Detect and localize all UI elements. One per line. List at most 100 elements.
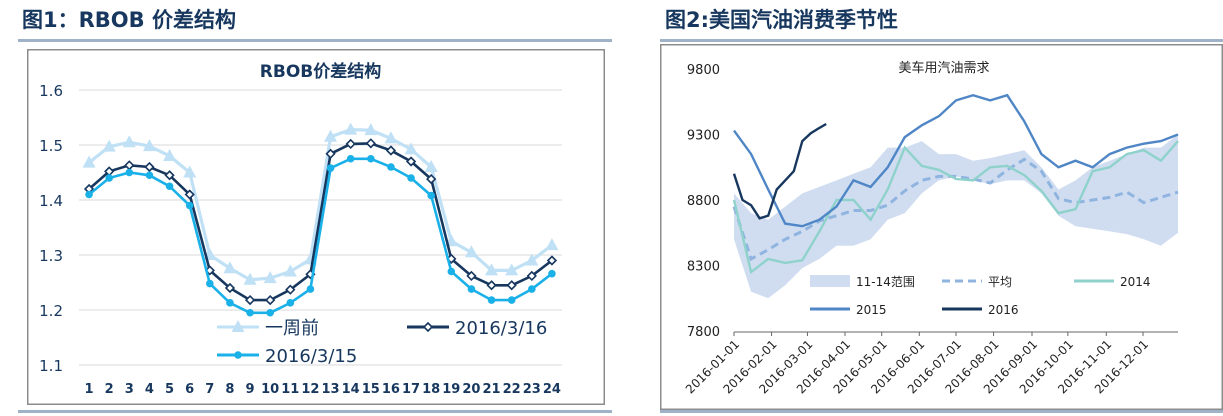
- chart1-point: [283, 264, 297, 277]
- chart1-x-tick-label: 21: [483, 382, 501, 397]
- chart1-point: [226, 299, 234, 307]
- chart1-point: [243, 272, 257, 285]
- chart1-x-tick-label: 11: [281, 382, 299, 397]
- chart1-series-1: [82, 122, 559, 285]
- chart1-point: [464, 245, 478, 258]
- chart1-point: [125, 168, 134, 177]
- figure2-caption: 图2:美国汽油消费季节性: [665, 8, 899, 32]
- chart1-point: [545, 238, 559, 251]
- chart2-legend-item: 2016: [942, 303, 1019, 317]
- chart1-x-tick-label: 9: [246, 382, 255, 397]
- chart1-point: [528, 285, 536, 293]
- chart1-y-tick-label: 1.5: [39, 137, 63, 155]
- chart1-point: [184, 189, 195, 200]
- chart1-point: [231, 320, 245, 332]
- chart1-point: [185, 201, 194, 210]
- figure1-panel: 图1：RBOB 价差结构 RBOB价差结构 1.1 1.2 1.3 1.4 1.5 1.6 1…: [18, 8, 612, 413]
- chart1-point: [263, 271, 277, 284]
- chart1-point: [426, 173, 437, 185]
- chart1-point: [265, 294, 276, 306]
- chart1-point: [344, 122, 358, 135]
- chart1-point: [234, 351, 242, 359]
- chart1-title: RBOB价差结构: [260, 61, 381, 82]
- chart2-legend-label: 2015: [856, 303, 887, 317]
- chart1-point: [206, 279, 214, 288]
- chart1-x-tick-label: 24: [543, 382, 561, 397]
- chart1-point: [507, 296, 516, 304]
- chart1-x-tick-label: 12: [301, 382, 319, 397]
- chart2-legend-item: 11-14范围: [810, 275, 915, 289]
- chart1-y-tick-label: 1.3: [39, 247, 63, 265]
- chart1-point: [485, 263, 499, 276]
- chart1-y-tick-label: 1.2: [39, 302, 63, 320]
- chart2-series-line-2015: [733, 93, 1179, 228]
- chart2-legend-label: 2014: [1120, 275, 1151, 289]
- figure1-top-rule: [18, 39, 612, 42]
- chart2-legend-label: 平均: [988, 275, 1012, 289]
- chart1-point: [367, 154, 375, 163]
- chart1-x-tick-label: 3: [125, 382, 134, 397]
- chart1-y-tick-label: 1.6: [39, 82, 63, 100]
- chart1-point: [424, 160, 438, 172]
- chart2-legend-label: 2016: [988, 303, 1019, 317]
- chart2-legend-label: 11-14范围: [856, 275, 915, 289]
- chart1-x-tick-label: 22: [503, 382, 521, 397]
- chart2-y-tick-label: 8300: [687, 260, 720, 275]
- chart2-y-tick-label: 8800: [687, 194, 720, 209]
- chart1-point: [244, 294, 256, 306]
- chart1-point: [526, 270, 537, 282]
- chart2-title: 美车用汽油需求: [898, 60, 989, 76]
- chart1-point: [145, 171, 154, 180]
- chart1-point: [487, 296, 496, 304]
- chart1-legend-item: 2016/3/15: [217, 346, 357, 367]
- chart1-legend-item: 一周前: [217, 318, 319, 339]
- chart1-x-tick-label: 10: [261, 382, 279, 397]
- chart1-legend-item: 2016/3/16: [407, 318, 547, 339]
- chart2-legend-item: 平均: [942, 275, 1012, 289]
- chart1-point: [223, 261, 237, 274]
- chart1-point: [122, 135, 136, 148]
- chart1-x-tick-label: 6: [185, 382, 194, 397]
- chart1-x-tick-label: 14: [342, 382, 360, 397]
- chart1-x-tick-label: 18: [422, 382, 440, 397]
- chart1-legend-label: 一周前: [265, 318, 319, 339]
- chart1-point: [285, 284, 296, 295]
- chart1-x-tick-label: 1: [85, 382, 94, 397]
- chart2-y-tick-label: 7800: [687, 325, 720, 340]
- chart1-point: [525, 253, 539, 266]
- chart1-point: [345, 138, 356, 150]
- chart1-point: [506, 280, 517, 291]
- chart1-point: [387, 163, 395, 171]
- figure2-bottom-rule: [660, 410, 1223, 413]
- chart1-point: [85, 190, 93, 199]
- figure1-bottom-rule: [18, 410, 612, 413]
- chart1-point: [486, 280, 497, 291]
- chart1-point: [326, 164, 335, 172]
- chart1-y-tick-label: 1.1: [39, 357, 63, 375]
- chart1-x-tick-label: 17: [402, 382, 420, 397]
- chart2-legend-swatch: [810, 275, 850, 287]
- chart1-point: [505, 263, 519, 276]
- chart1-point: [365, 138, 376, 149]
- chart1-point: [102, 139, 116, 152]
- chart1-point: [467, 285, 476, 293]
- chart1-point: [404, 142, 418, 155]
- chart1-legend-label: 2016/3/15: [265, 346, 357, 367]
- chart1-point: [548, 269, 556, 278]
- chart1-point: [165, 182, 174, 191]
- chart1-point: [224, 282, 236, 294]
- chart1-x-tick-label: 5: [165, 382, 174, 397]
- figure2-top-rule: [660, 39, 1223, 42]
- chart1-point: [422, 321, 434, 333]
- chart1-series-3: [85, 154, 556, 317]
- chart2-y-tick-label: 9800: [687, 63, 720, 78]
- chart1-point: [82, 155, 96, 168]
- chart1-point: [142, 139, 156, 152]
- chart1-x-tick-label: 20: [462, 382, 480, 397]
- chart1-point: [163, 149, 177, 161]
- chart1-point: [286, 299, 295, 307]
- chart1-x-tick-label: 8: [225, 382, 234, 397]
- chart1-point: [384, 131, 398, 144]
- chart1-point: [164, 170, 175, 181]
